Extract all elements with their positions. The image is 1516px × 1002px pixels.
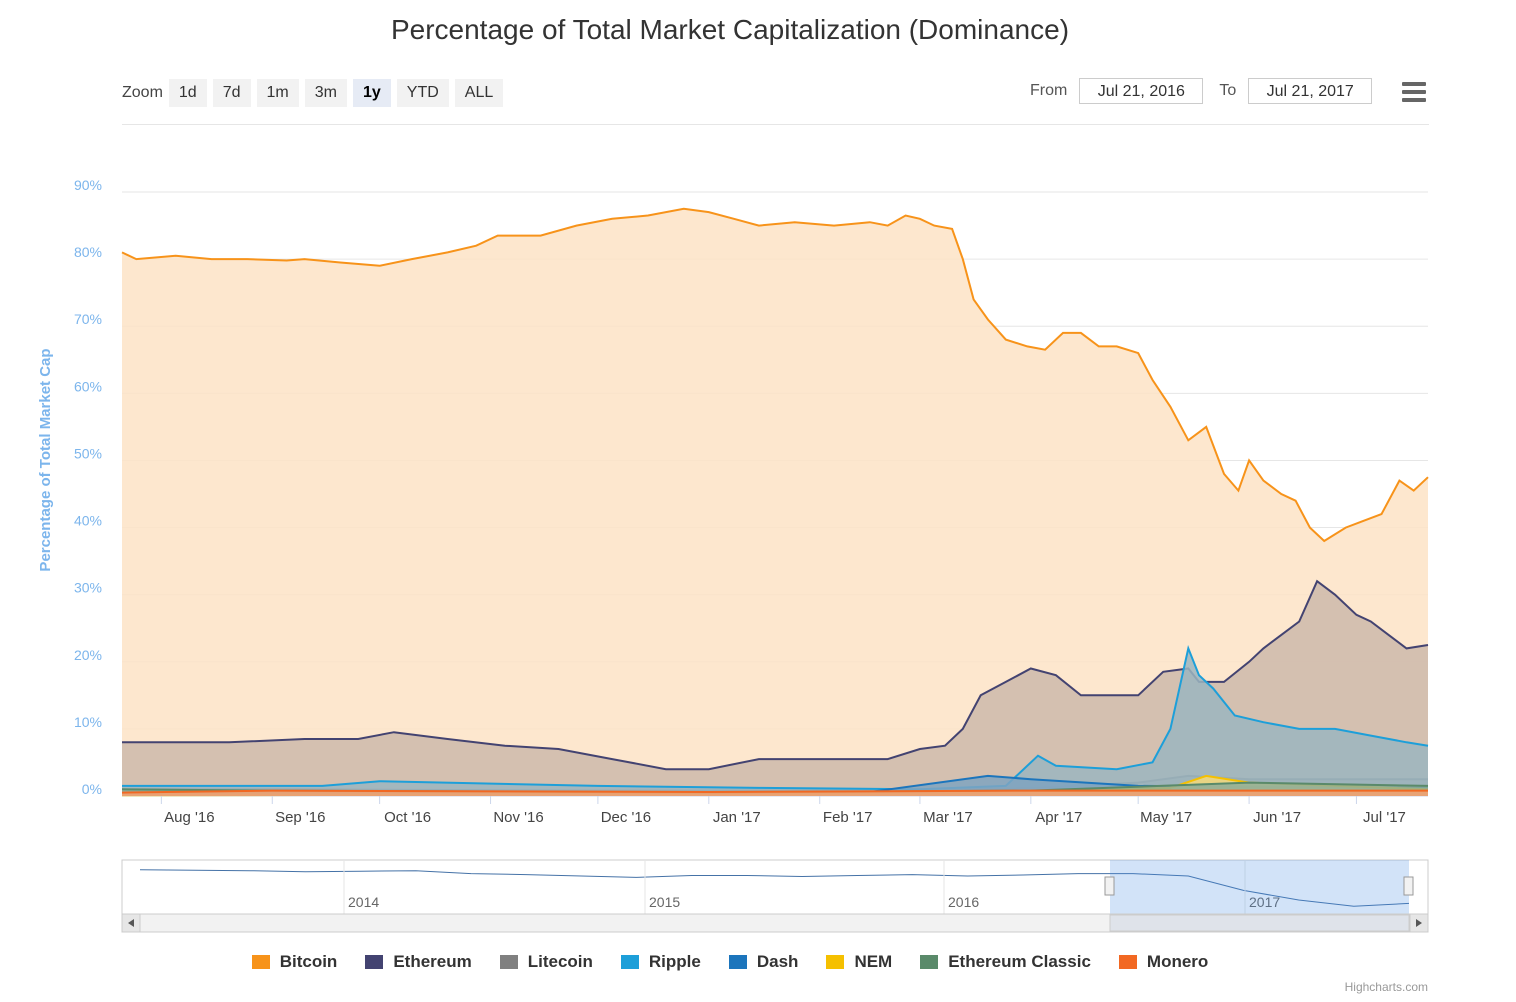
y-tick-label: 50% [74, 445, 102, 461]
y-axis-ticks: 0% 10% 20% 30% 40% 50% 60% 70% 80% 90% [74, 177, 102, 797]
legend-item-litecoin[interactable]: Litecoin [499, 952, 593, 972]
series-line-ripple[interactable] [122, 645, 1429, 791]
zoom-button-1m[interactable]: 1m [256, 79, 299, 107]
scrollbar-thumb[interactable] [1109, 914, 1410, 932]
x-axis-ticks: Aug '16 Sep '16 Oct '16 Nov '16 Dec '16 Jan '… [160, 796, 1406, 826]
legend-swatch-ethereum-classic [920, 955, 939, 969]
legend-label-ethereum-classic: Ethereum Classic [948, 952, 1091, 971]
series-area-ripple[interactable] [122, 648, 1428, 796]
x-tick-label: Mar '17 [923, 809, 973, 826]
legend-swatch-dash [728, 955, 747, 969]
navigator-series [139, 869, 1410, 907]
legend-swatch-monero [1118, 955, 1137, 969]
x-tick-label: Dec '16 [601, 809, 651, 826]
legend-item-monero[interactable]: Monero [1118, 952, 1209, 972]
navigator-selection[interactable] [1110, 860, 1409, 914]
legend-label-dash: Dash [756, 952, 799, 971]
y-tick-label: 0% [82, 781, 102, 797]
zoom-controls: Zoom 1d 7d 1m 3m 1y YTD ALL [122, 78, 509, 108]
legend-swatch-bitcoin [251, 955, 270, 969]
legend-label-litecoin: Litecoin [527, 952, 593, 971]
x-tick-label: Apr '17 [1035, 809, 1082, 826]
legend-label-bitcoin: Bitcoin [279, 952, 338, 971]
legend-item-bitcoin[interactable]: Bitcoin [251, 952, 338, 972]
navigator-handle-left[interactable] [1104, 876, 1115, 896]
legend-swatch-ripple [620, 955, 639, 969]
navigator-year-label: 2015 [649, 894, 680, 910]
scroll-right-arrow-icon [1416, 919, 1422, 927]
navigator-year-label: 2017 [1249, 894, 1280, 910]
navigator-frame [121, 859, 1429, 915]
zoom-button-1d[interactable]: 1d [168, 79, 207, 107]
zoom-button-all[interactable]: ALL [454, 79, 504, 107]
x-tick-label: May '17 [1140, 809, 1192, 826]
legend-item-dash[interactable]: Dash [728, 952, 799, 972]
zoom-label: Zoom [122, 84, 163, 101]
legend-item-ethereum[interactable]: Ethereum [365, 952, 472, 972]
legend: Bitcoin Ethereum Litecoin Ripple Dash NEM Ethe… [0, 952, 1460, 972]
series-line-bitcoin[interactable] [121, 207, 1429, 543]
legend-label-nem: NEM [854, 952, 893, 971]
legend-label-ethereum: Ethereum [393, 952, 472, 971]
navigator-year-label: 2016 [948, 894, 979, 910]
y-axis-label: Percentage of Total Market Cap [37, 348, 54, 571]
x-tick-label: Sep '16 [275, 809, 325, 826]
y-tick-label: 40% [74, 513, 102, 529]
y-tick-label: 10% [74, 714, 102, 730]
x-tick-label: Aug '16 [164, 809, 214, 826]
zoom-button-1y[interactable]: 1y [352, 79, 391, 107]
legend-swatch-nem [826, 955, 845, 969]
y-tick-label: 80% [74, 244, 102, 260]
series-line-monero[interactable] [121, 789, 1428, 794]
zoom-button-3m[interactable]: 3m [304, 79, 347, 107]
chart-title: Percentage of Total Market Capitalizatio… [390, 14, 1070, 45]
x-tick-label: Feb '17 [823, 809, 873, 826]
top-divider [122, 124, 1429, 125]
series-layer [121, 207, 1429, 797]
navigator: 2014 2015 2016 2017 [121, 859, 1429, 933]
y-tick-label: 70% [74, 311, 102, 327]
navigator-labels: 2014 2015 2016 2017 [343, 860, 1280, 914]
x-tick-label: Jan '17 [713, 809, 761, 826]
from-date-input[interactable]: Jul 21, 2016 [1079, 78, 1204, 104]
hamburger-menu-icon[interactable] [1402, 82, 1426, 104]
legend-label-ripple: Ripple [648, 952, 701, 971]
legend-item-ethereum-classic[interactable]: Ethereum Classic [920, 952, 1091, 972]
to-label: To [1219, 82, 1237, 99]
series-area-ethereum[interactable] [122, 581, 1428, 796]
x-tick-label: Jul '17 [1363, 809, 1406, 826]
x-tick-label: Nov '16 [493, 809, 543, 826]
series-area-bitcoin[interactable] [122, 208, 1428, 797]
y-tick-label: 90% [74, 177, 102, 193]
navigator-handle-right[interactable] [1403, 876, 1414, 896]
y-tick-label: 20% [74, 647, 102, 663]
from-label: From [1030, 82, 1068, 99]
series-line-ethereum[interactable] [122, 579, 1429, 771]
legend-swatch-ethereum [365, 955, 384, 969]
y-tick-label: 60% [74, 378, 102, 394]
scroll-left-arrow-icon [128, 919, 134, 927]
x-tick-label: Jun '17 [1253, 809, 1301, 826]
to-date-input[interactable]: Jul 21, 2017 [1248, 78, 1373, 104]
y-tick-label: 30% [74, 580, 102, 596]
range-selector: From Jul 21, 2016 To Jul 21, 2017 [1030, 78, 1373, 104]
legend-item-nem[interactable]: NEM [826, 952, 892, 972]
zoom-button-7d[interactable]: 7d [212, 79, 251, 107]
navigator-year-label: 2014 [348, 894, 379, 910]
legend-swatch-litecoin [499, 955, 518, 969]
legend-label-monero: Monero [1146, 952, 1209, 971]
credits[interactable]: Highcharts.com [1344, 980, 1428, 994]
x-tick-label: Oct '16 [384, 809, 431, 826]
zoom-button-ytd[interactable]: YTD [396, 79, 449, 107]
legend-item-ripple[interactable]: Ripple [620, 952, 701, 972]
